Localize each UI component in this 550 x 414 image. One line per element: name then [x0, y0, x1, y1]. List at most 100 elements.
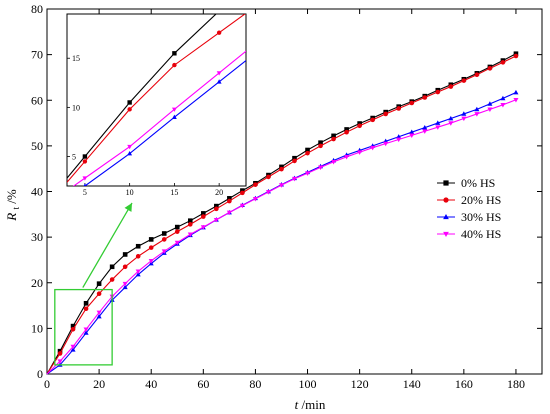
x-tick-label: 120	[351, 377, 369, 391]
legend-label: 0% HS	[461, 176, 495, 190]
y-tick-label: 80	[31, 2, 43, 16]
y-tick-label: 60	[31, 93, 43, 107]
data-point	[227, 198, 232, 204]
inset-y-tick-label: 10	[72, 103, 80, 112]
data-point	[148, 245, 154, 250]
data-point	[187, 232, 193, 238]
data-point	[135, 269, 141, 274]
legend-label: 20% HS	[461, 193, 501, 207]
data-point	[344, 129, 349, 135]
inset-chart: 5 10 15 20 5 10 15	[66, 13, 247, 197]
y-axis-unit: /%	[4, 189, 19, 204]
legend-label: 30% HS	[461, 210, 501, 224]
legend-marker	[443, 180, 449, 186]
data-point	[370, 117, 375, 123]
inset-data-point	[127, 107, 132, 112]
data-point	[253, 182, 258, 187]
inset-y-tick-label: 5	[72, 153, 76, 162]
data-point	[344, 127, 349, 132]
data-point	[305, 147, 310, 153]
inset-data-point	[82, 176, 88, 181]
legend-marker	[443, 197, 449, 203]
data-point	[83, 327, 89, 332]
data-point	[448, 115, 454, 121]
data-point	[265, 190, 271, 195]
series-group	[46, 51, 519, 375]
data-point	[279, 166, 284, 172]
data-point	[344, 154, 350, 160]
data-point	[240, 190, 245, 196]
data-point	[122, 281, 128, 287]
inset-data-point	[171, 107, 177, 112]
data-point	[474, 72, 480, 77]
data-point	[318, 140, 323, 145]
data-point	[500, 95, 506, 101]
data-point	[435, 125, 441, 130]
data-point	[396, 134, 402, 139]
inset-data-point	[83, 183, 87, 186]
data-point	[461, 111, 467, 116]
data-point	[409, 100, 415, 106]
data-point	[513, 97, 519, 103]
data-point	[57, 351, 63, 356]
data-point	[187, 222, 193, 227]
data-point	[409, 133, 415, 139]
data-point	[448, 84, 454, 89]
inset-data-point	[127, 151, 133, 156]
zoom-arrow-head	[124, 203, 132, 212]
y-tick-label: 40	[31, 185, 43, 199]
data-point	[70, 326, 76, 332]
legend-marker	[443, 231, 449, 237]
inset-data-point	[171, 114, 177, 119]
data-point	[57, 359, 63, 364]
y-tick-label: 50	[31, 139, 43, 153]
x-tick-label: 0	[44, 377, 50, 391]
data-point	[500, 102, 506, 108]
x-tick-label: 40	[145, 377, 157, 391]
data-point	[304, 171, 311, 176]
inset-series-line-3	[72, 50, 246, 186]
data-point	[174, 240, 180, 246]
y-axis-title: R t /%	[4, 189, 22, 222]
x-tick-label: 20	[93, 377, 105, 391]
x-tick-label: 180	[507, 377, 525, 391]
data-point	[83, 300, 89, 306]
data-point	[83, 330, 89, 335]
x-tick-label: 80	[249, 377, 261, 391]
y-tick-label: 70	[31, 48, 43, 62]
data-point	[135, 271, 141, 277]
data-point	[487, 107, 493, 113]
data-point	[135, 253, 141, 259]
data-point	[357, 150, 363, 155]
data-point	[461, 116, 467, 122]
data-point	[161, 231, 167, 236]
x-axis: 0 20 40 60 80 100 120 140 160 180	[44, 9, 525, 391]
data-point	[422, 124, 428, 130]
data-point	[422, 129, 428, 134]
data-point	[291, 176, 298, 182]
data-point	[213, 217, 219, 223]
data-point	[201, 211, 206, 216]
inset-frame	[66, 13, 247, 187]
zoom-arrow-line	[82, 202, 133, 288]
data-point	[96, 291, 102, 297]
data-point	[174, 224, 180, 230]
data-point	[487, 101, 493, 106]
x-tick-label: 100	[299, 377, 317, 391]
data-point	[318, 143, 323, 149]
inset-data-point	[82, 159, 88, 164]
data-point	[500, 60, 506, 65]
data-point	[174, 229, 180, 234]
x-axis-unit: /min	[302, 397, 326, 412]
y-axis: 0 10 20 30 40 50 60 70 80	[31, 2, 542, 381]
x-tick-label: 140	[403, 377, 421, 391]
inset-data-point	[216, 79, 222, 84]
data-point	[148, 237, 154, 242]
y-axis-sub: t	[11, 207, 21, 210]
legend-label: 40% HS	[461, 227, 501, 241]
inset-data-point	[127, 144, 133, 150]
data-point	[305, 150, 310, 156]
data-point	[487, 66, 493, 71]
data-point	[370, 145, 376, 151]
